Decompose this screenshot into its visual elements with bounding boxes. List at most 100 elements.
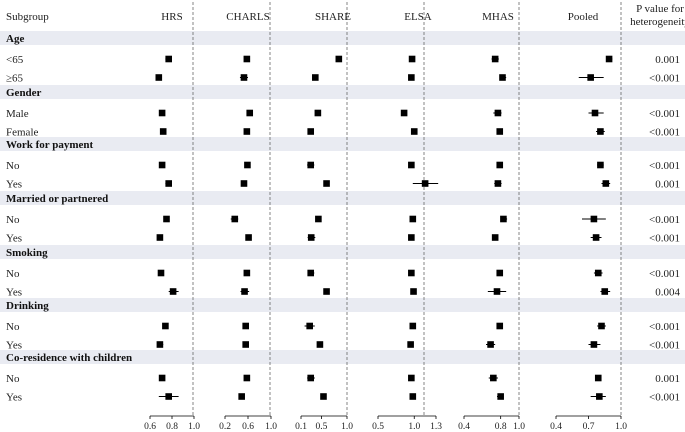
row-label: Female <box>6 127 38 139</box>
point-estimate <box>158 109 166 117</box>
x-tick-label: 0.7 <box>583 422 595 432</box>
x-axes: 0.6 0.8 1.0 0.2 0.6 1.0 0.1 0.5 1.0 0.5 1.0 1.3 0.4 0… <box>144 415 627 432</box>
point-estimate <box>594 374 602 382</box>
row-label: <65 <box>6 54 24 66</box>
group-band-work-for-payment <box>0 137 685 151</box>
group-band-co-residence-with-children <box>0 350 685 364</box>
point-estimate <box>159 128 167 135</box>
row-label: Male <box>6 108 29 120</box>
point-estimate <box>231 215 239 223</box>
p-value: 0.001 <box>655 373 680 385</box>
x-tick-label: 0.4 <box>550 422 562 432</box>
point-estimate <box>243 374 251 382</box>
point-estimate <box>155 74 163 81</box>
group-label-gender: Gender <box>6 87 42 99</box>
row-label: Yes <box>6 340 22 352</box>
point-estimate <box>307 374 315 382</box>
point-estimate <box>491 55 499 63</box>
point-estimate <box>314 109 322 117</box>
group-label-age: Age <box>6 33 24 45</box>
point-estimate <box>496 161 504 169</box>
panel-header-charls: CHARLS <box>226 11 269 23</box>
p-value: <0.001 <box>649 108 680 120</box>
point-estimate <box>408 269 415 277</box>
point-estimate <box>162 322 169 330</box>
point-estimate <box>499 74 506 81</box>
point-estimate <box>238 393 245 400</box>
group-band-drinking <box>0 298 685 312</box>
pvalue-header-line1: P value for <box>636 3 684 15</box>
x-tick-label: 0.4 <box>458 422 470 432</box>
point-estimate <box>246 109 254 117</box>
p-value: <0.001 <box>649 340 680 352</box>
point-estimate <box>496 128 504 135</box>
point-estimate <box>320 393 327 400</box>
point-estimate <box>240 74 248 81</box>
row-label: No <box>6 268 20 280</box>
point-estimate <box>156 341 164 348</box>
point-estimate <box>590 341 598 348</box>
group-band-married-or-partnered <box>0 191 685 205</box>
point-estimate <box>165 393 172 400</box>
point-estimate <box>421 180 429 187</box>
point-estimate <box>407 341 414 348</box>
reference-lines <box>192 2 622 416</box>
point-estimate <box>496 269 504 277</box>
row-label: No <box>6 373 20 385</box>
group-label-co-residence-with-children: Co-residence with children <box>6 352 132 364</box>
point-estimate <box>497 393 504 400</box>
point-estimate <box>241 288 248 295</box>
point-estimate <box>169 288 177 295</box>
point-estimate <box>408 161 415 169</box>
group-band-smoking <box>0 245 685 259</box>
point-estimate <box>242 322 249 330</box>
p-value: 0.001 <box>655 179 680 191</box>
x-tick-label: 0.8 <box>166 422 178 432</box>
point-estimate <box>605 55 613 63</box>
x-tick-label: 1.0 <box>408 422 420 432</box>
row-label: Yes <box>6 179 22 191</box>
point-estimate <box>596 393 603 400</box>
point-estimate <box>594 269 602 277</box>
x-tick-label: 0.5 <box>372 422 384 432</box>
point-estimate <box>491 234 499 241</box>
point-estimate <box>601 288 609 295</box>
point-estimate <box>598 322 605 330</box>
x-tick-label: 0.5 <box>316 422 328 432</box>
point-estimate <box>602 180 610 187</box>
p-value: <0.001 <box>649 233 680 245</box>
point-estimate <box>156 234 164 241</box>
point-estimate <box>410 128 418 135</box>
point-estimate <box>400 109 408 117</box>
point-estimate <box>409 322 417 330</box>
panel-header-hrs: HRS <box>161 11 182 23</box>
group-label-work-for-payment: Work for payment <box>6 139 94 151</box>
point-estimate <box>158 374 166 382</box>
p-value: <0.001 <box>649 321 680 333</box>
x-tick-label: 0.6 <box>242 422 254 432</box>
x-tick-label: 1.0 <box>265 422 277 432</box>
p-value: <0.001 <box>649 73 680 85</box>
x-tick-label: 0.6 <box>144 422 156 432</box>
x-tick-label: 0.1 <box>295 422 307 432</box>
row-label: ≥65 <box>6 73 24 85</box>
point-estimate <box>165 180 172 187</box>
point-estimate <box>587 74 594 81</box>
p-value: <0.001 <box>649 268 680 280</box>
point-estimate <box>307 128 315 135</box>
point-estimate <box>494 109 502 117</box>
estimate-marks <box>155 55 613 400</box>
point-estimate <box>408 74 415 81</box>
x-tick-label: 0.2 <box>219 422 231 432</box>
point-estimate <box>592 234 600 241</box>
point-estimate <box>157 269 165 277</box>
group-label-smoking: Smoking <box>6 247 48 259</box>
panel-header-elsa: ELSA <box>404 11 432 23</box>
x-tick-label: 1.0 <box>341 422 353 432</box>
group-band-gender <box>0 85 685 99</box>
point-estimate <box>306 322 313 330</box>
group-band-age <box>0 31 685 45</box>
point-estimate <box>158 161 166 169</box>
x-tick-label: 1.0 <box>188 422 200 432</box>
row-label: Yes <box>6 287 22 299</box>
